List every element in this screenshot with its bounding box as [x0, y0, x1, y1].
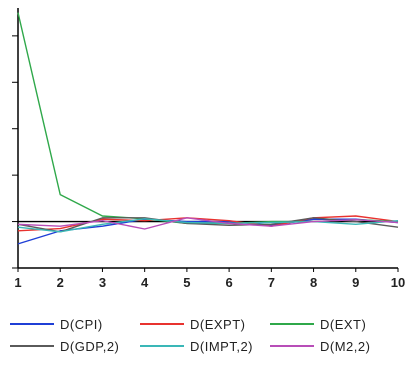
x-tick-label: 5	[183, 275, 190, 290]
legend-swatch-ext	[270, 323, 314, 325]
legend-item-expt: D(EXPT)	[140, 317, 270, 332]
legend-row: D(GDP,2) D(IMPT,2) D(M2,2)	[10, 335, 400, 357]
series-line-d-impt-2	[17, 218, 399, 233]
legend-item-cpi: D(CPI)	[10, 317, 140, 332]
x-tick-label: 1	[14, 275, 21, 290]
series-line-d-gdp-2	[17, 217, 399, 233]
legend-swatch-cpi	[10, 323, 54, 325]
legend-label-gdp: D(GDP,2)	[60, 338, 120, 354]
legend-item-m2: D(M2,2)	[270, 339, 400, 354]
legend-label-impt: D(IMPT,2)	[190, 338, 253, 354]
legend-item-impt: D(IMPT,2)	[140, 339, 270, 354]
x-tick-label: 3	[99, 275, 106, 290]
legend-swatch-impt	[140, 345, 184, 347]
legend-item-ext: D(EXT)	[270, 317, 400, 332]
series-line-d-ext	[17, 12, 399, 225]
legend-swatch-m2	[270, 345, 314, 347]
series-line-d-m2-2	[17, 217, 399, 230]
legend-label-cpi: D(CPI)	[60, 316, 103, 332]
legend-label-expt: D(EXPT)	[190, 316, 246, 332]
legend-item-gdp: D(GDP,2)	[10, 339, 140, 354]
legend-label-m2: D(M2,2)	[320, 338, 371, 354]
x-tick-label: 2	[57, 275, 64, 290]
legend-label-ext: D(EXT)	[320, 316, 367, 332]
line-chart: 1 2 3 4 5 6 7 8 9 10	[12, 8, 405, 290]
x-tick-label: 4	[141, 275, 149, 290]
legend-swatch-gdp	[10, 345, 54, 347]
chart-legend: D(CPI) D(EXPT) D(EXT) D(GDP,2) D(IMPT,2)…	[10, 313, 400, 357]
x-tick-label: 9	[352, 275, 359, 290]
legend-row: D(CPI) D(EXPT) D(EXT)	[10, 313, 400, 335]
legend-swatch-expt	[140, 323, 184, 325]
x-tick-label: 8	[310, 275, 317, 290]
x-tick-label: 10	[391, 275, 405, 290]
x-tick-label: 7	[268, 275, 275, 290]
x-tick-label: 6	[225, 275, 232, 290]
